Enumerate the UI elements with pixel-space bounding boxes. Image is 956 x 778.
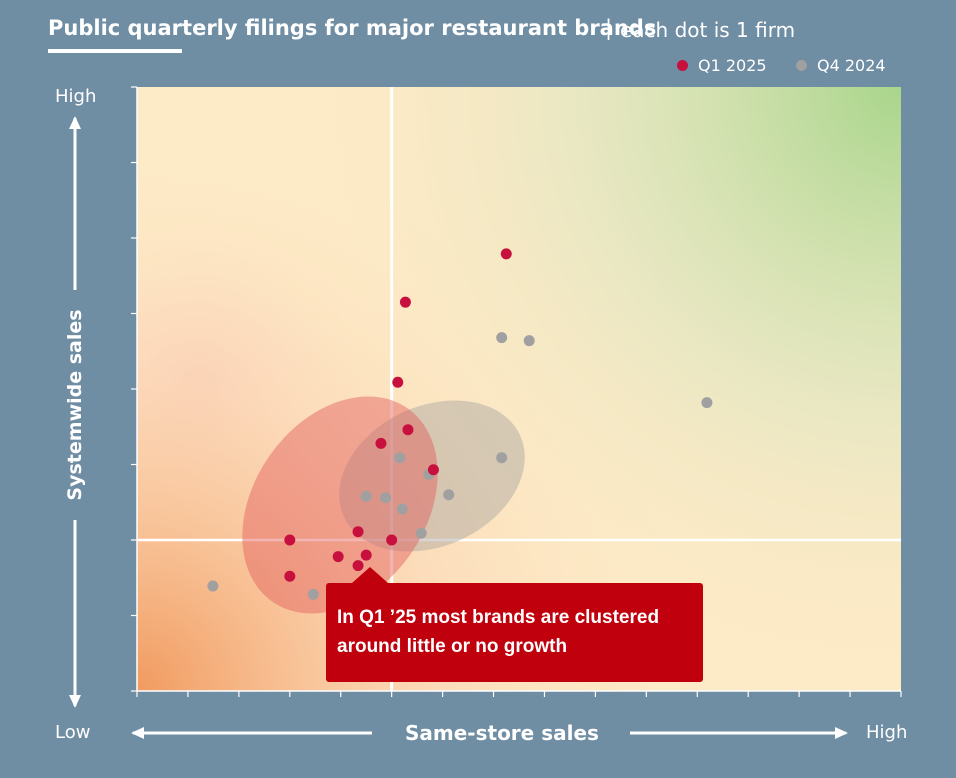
point-q1-2025 <box>360 549 372 561</box>
point-q1-2025 <box>352 560 364 572</box>
point-q4-2024 <box>701 397 713 409</box>
point-q1-2025 <box>500 248 512 260</box>
point-q1-2025 <box>402 424 414 436</box>
legend-marker-q1-2025 <box>677 60 688 71</box>
chart-title: Public quarterly filings for major resta… <box>48 16 657 40</box>
point-q4-2024 <box>307 588 319 600</box>
legend-item-q4-2024[interactable]: Q4 2024 <box>796 56 886 75</box>
point-q4-2024 <box>394 452 406 464</box>
point-q4-2024 <box>496 452 508 464</box>
x-axis-label: Same-store sales <box>405 721 599 745</box>
point-q4-2024 <box>207 580 219 592</box>
point-q1-2025 <box>284 570 296 582</box>
annotation-callout: In Q1 ’25 most brands are clustered arou… <box>326 583 703 682</box>
point-q1-2025 <box>386 534 398 546</box>
y-tick-low: Low <box>55 722 91 743</box>
title-underline <box>48 49 182 53</box>
point-q1-2025 <box>392 376 404 388</box>
point-q4-2024 <box>380 492 392 504</box>
point-q4-2024 <box>396 503 408 515</box>
point-q1-2025 <box>284 534 296 546</box>
point-q1-2025 <box>399 296 411 308</box>
legend-label-q4-2024: Q4 2024 <box>817 56 886 75</box>
point-q4-2024 <box>360 490 372 502</box>
y-arrow-up-head <box>69 116 81 129</box>
chart-subtitle: each dot is 1 firm <box>620 18 796 42</box>
point-q1-2025 <box>427 464 439 476</box>
y-axis-label: Systemwide sales <box>64 309 86 501</box>
legend-marker-q4-2024 <box>796 60 807 71</box>
y-tick-high: High <box>55 86 97 107</box>
y-arrow-down-head <box>69 695 81 708</box>
x-arrow-left-head <box>131 727 144 739</box>
x-arrow-right-head <box>835 727 848 739</box>
point-q1-2025 <box>332 551 344 563</box>
callout-pointer <box>352 567 388 583</box>
x-tick-high: High <box>866 722 908 743</box>
point-q1-2025 <box>375 437 387 449</box>
point-q4-2024 <box>523 335 535 347</box>
title-separator: | <box>605 16 613 40</box>
point-q4-2024 <box>496 332 508 344</box>
point-q4-2024 <box>443 489 455 501</box>
q1-2025-cluster-highlight <box>242 396 438 614</box>
legend-item-q1-2025[interactable]: Q1 2025 <box>677 56 767 75</box>
point-q4-2024 <box>415 527 427 539</box>
point-q1-2025 <box>352 526 364 538</box>
legend-label-q1-2025: Q1 2025 <box>698 56 767 75</box>
